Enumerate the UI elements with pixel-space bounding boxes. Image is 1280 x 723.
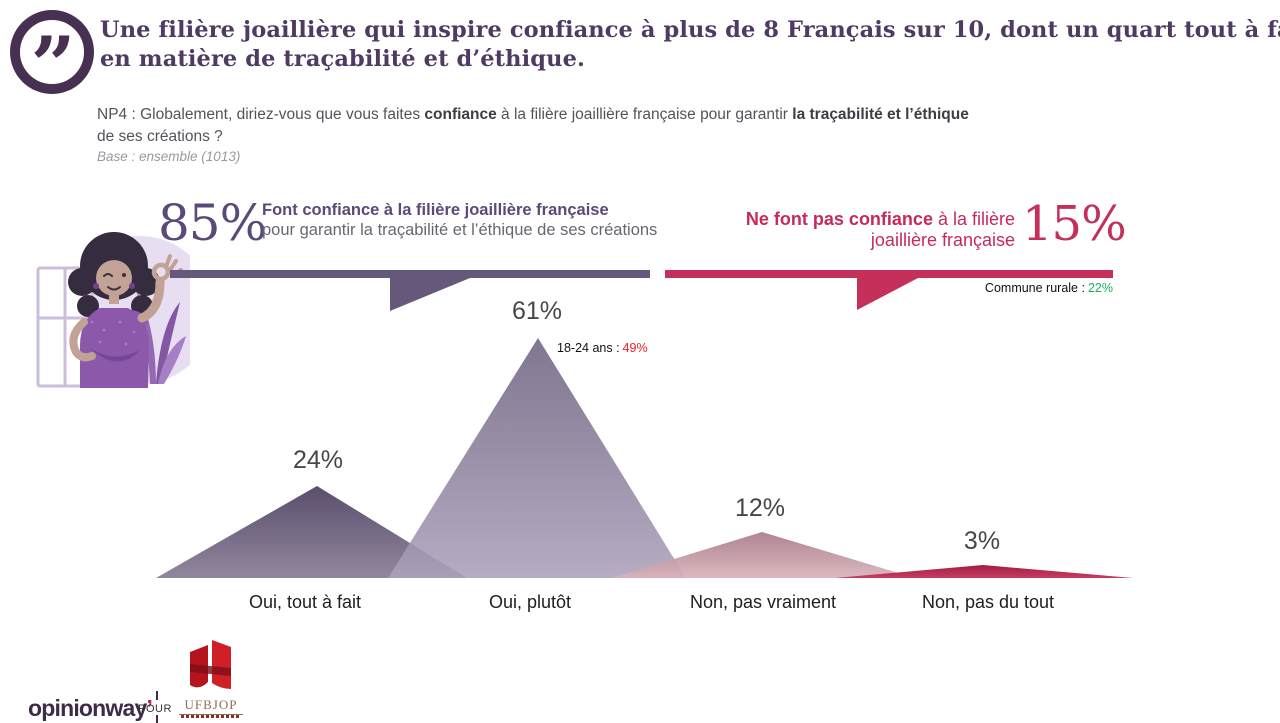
subtotal-non-bar [665, 270, 1113, 278]
open-eye [122, 273, 126, 277]
commune-rurale-value: 22% [1087, 281, 1113, 295]
page-title: Une filière joaillière qui inspire confi… [100, 16, 1280, 74]
pour-divider-bottom [156, 715, 158, 723]
pour-divider-top [156, 691, 158, 700]
subtotal-oui-pointer [390, 278, 470, 311]
quote-icon: ” [10, 10, 94, 96]
page-title-line2: en matière de traçabilité et d’éthique. [100, 46, 585, 72]
page-title-line1: Une filière joaillière qui inspire confi… [100, 17, 1280, 43]
dress-dots [90, 320, 136, 346]
survey-question: NP4 : Globalement, diriez-vous que vous … [97, 104, 1177, 148]
ufbjop-logo-icon [190, 640, 231, 689]
face [96, 260, 132, 296]
ok-hand-gesture [151, 262, 171, 282]
category-oui-tout-a-fait: Oui, tout à fait [248, 592, 362, 612]
subtotal-non-value: 15% [1022, 196, 1127, 252]
question-bold-confiance: confiance [424, 106, 497, 123]
peak-oui-tout-a-fait [156, 486, 467, 578]
question-bold-tracabilite: la traçabilité et l’éthique [792, 106, 969, 123]
commune-rurale-label: Commune rurale : [984, 281, 1085, 295]
raised-arm [137, 277, 165, 323]
subtotal-oui-bar [170, 270, 650, 278]
woman-ok-illustration [36, 232, 190, 388]
commune-rurale-annotation: Commune rurale :22% [950, 281, 1113, 295]
peak-non-pas-du-tout [835, 565, 1133, 578]
ufbjop-fineprint [181, 715, 241, 718]
age-18-24-label: 18-24 ans : [557, 341, 620, 355]
sample-base-note: Base : ensemble (1013) [97, 149, 241, 164]
age-18-24-value: 49% [622, 341, 648, 355]
pour-label: POUR [138, 703, 172, 715]
subtotal-oui-value: 85% [158, 194, 267, 252]
value-label-oui-tout-a-fait: 24% [292, 446, 344, 474]
category-non-pas-vraiment: Non, pas vraiment [689, 592, 837, 612]
category-non-pas-du-tout: Non, pas du tout [921, 592, 1055, 612]
subtotal-oui-bold-text: Font confiance à la filière joaillière f… [262, 201, 609, 219]
subtotal-non-rest-text: à la filière joaillière française [870, 209, 1015, 250]
peak-non-pas-vraiment [612, 532, 915, 578]
earring-right [129, 283, 135, 289]
value-label-non-pas-du-tout: 3% [963, 527, 1001, 555]
opinionway-wordmark: opinionway [28, 695, 147, 721]
subtotal-oui-description: Font confiance à la filière joaillière f… [262, 201, 664, 240]
subtotal-non-pointer [857, 278, 918, 310]
value-label-oui-plutot: 61% [511, 297, 563, 325]
svg-text:”: ” [31, 20, 76, 96]
subtotal-non-bold-text: Ne font pas confiance [745, 209, 933, 229]
category-oui-plutot: Oui, plutôt [488, 592, 572, 612]
earring-left [93, 283, 99, 289]
subtotal-oui-rest-text: pour garantir la traçabilité et l’éthiqu… [262, 220, 658, 239]
wink-eye [103, 273, 113, 277]
ufbjop-wordmark: UFBJOP [179, 697, 243, 715]
peak-oui-plutot [388, 338, 686, 578]
question-prefix: NP4 : Globalement, diriez-vous que vous … [97, 106, 425, 123]
opinionway-logo: opinionway’ [28, 695, 153, 722]
subtotal-non-description: Ne font pas confiance à la filière joail… [720, 209, 1015, 251]
value-label-non-pas-vraiment: 12% [734, 494, 786, 522]
dress [80, 308, 149, 388]
smile [107, 286, 121, 291]
question-line2: de ses créations ? [97, 128, 223, 145]
age-18-24-annotation: 18-24 ans :49% [557, 341, 648, 355]
question-mid: à la filière joaillière française pour g… [496, 106, 793, 123]
opinionway-apostrophe: ’ [146, 695, 153, 721]
arm-on-hip [69, 318, 96, 362]
